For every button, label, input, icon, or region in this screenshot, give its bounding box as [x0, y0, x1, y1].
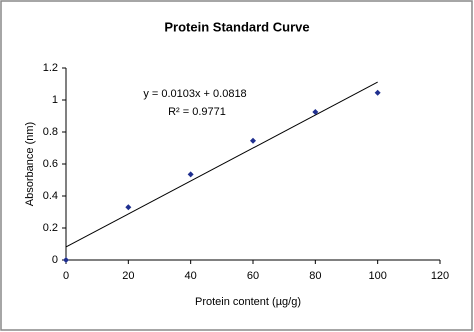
- chart-title: Protein Standard Curve: [164, 19, 309, 34]
- y-axis-label: Absorbance (nm): [24, 122, 36, 206]
- y-tick-label: 0.2: [43, 222, 58, 234]
- x-tick-label: 20: [122, 270, 134, 282]
- data-point: [125, 204, 132, 211]
- y-tick-label: 1.2: [43, 62, 58, 74]
- y-tick-label: 0.8: [43, 126, 58, 138]
- x-tick-label: 120: [431, 270, 449, 282]
- x-axis-label: Protein content (µg/g): [195, 296, 301, 308]
- x-tick-label: 100: [368, 270, 386, 282]
- x-tick-label: 60: [247, 270, 259, 282]
- x-tick-label: 80: [309, 270, 321, 282]
- x-tick-label: 40: [185, 270, 197, 282]
- r-squared-label: R² = 0.9771: [168, 106, 226, 118]
- x-tick-label: 0: [63, 270, 69, 282]
- y-tick-label: 0: [52, 254, 58, 266]
- data-point: [63, 257, 69, 263]
- data-point: [250, 137, 256, 144]
- y-tick-label: 1: [52, 94, 58, 106]
- equation-label: y = 0.0103x + 0.0818: [143, 88, 246, 100]
- data-point: [312, 109, 319, 115]
- data-point: [187, 171, 194, 178]
- trendline: [65, 81, 378, 248]
- data-point: [374, 89, 381, 96]
- y-tick-label: 0.6: [43, 158, 58, 170]
- y-tick-label: 0.4: [43, 190, 58, 202]
